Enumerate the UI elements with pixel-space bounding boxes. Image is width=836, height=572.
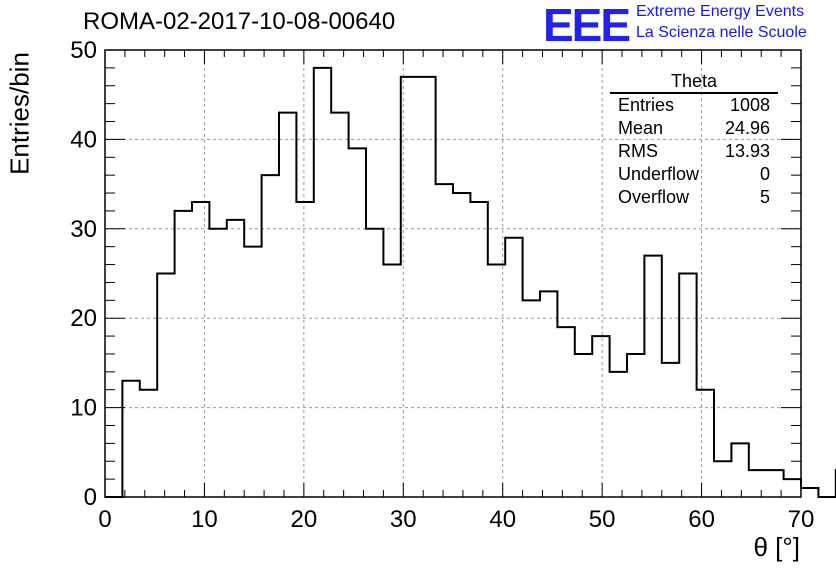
- y-tick-label: 30: [70, 216, 97, 243]
- stats-value: 1008: [729, 95, 770, 115]
- y-tick-label: 40: [70, 126, 97, 153]
- stats-row-underflow: Underflow 0: [610, 163, 778, 186]
- histogram-bin: [244, 247, 261, 497]
- stats-label: Underflow: [618, 164, 700, 184]
- x-tick-label: 40: [489, 506, 516, 533]
- histogram-bin: [627, 354, 644, 497]
- histogram-bin: [610, 372, 627, 497]
- histogram-series: [105, 66, 836, 498]
- histogram-bin: [731, 443, 748, 497]
- histogram-bin: [714, 461, 731, 497]
- x-tick-label: 70: [788, 506, 815, 533]
- x-tick-label: 30: [390, 506, 417, 533]
- y-tick-label: 20: [70, 305, 97, 332]
- x-tick-label: 50: [589, 506, 616, 533]
- plot-frame: [104, 49, 802, 498]
- histogram-bin: [644, 256, 661, 497]
- stats-row-rms: RMS 13.93: [610, 140, 778, 163]
- histogram-bin: [418, 77, 435, 497]
- histogram-bin: [540, 291, 557, 497]
- y-axis-label: Entries/bin: [4, 52, 35, 175]
- histogram-bin: [592, 336, 609, 497]
- stats-value: 24.96: [724, 118, 770, 138]
- stats-value: 13.93: [724, 141, 770, 161]
- histogram-bin: [175, 211, 192, 497]
- histogram-bin: [366, 229, 383, 497]
- histogram-bin: [436, 184, 453, 497]
- stats-row-entries: Entries 1008: [610, 94, 778, 117]
- histogram-bin: [262, 175, 279, 497]
- histogram-bin: [383, 265, 400, 497]
- histogram-bin: [749, 470, 766, 497]
- histogram-bin: [279, 113, 296, 497]
- histogram-bin: [662, 363, 679, 497]
- stats-box: Theta Entries 1008 Mean 24.96 RMS 13.93 …: [610, 70, 778, 209]
- histogram-bin: [697, 390, 714, 497]
- x-tick-label: 10: [191, 506, 218, 533]
- x-tick-label: 20: [291, 506, 318, 533]
- stats-label: Overflow: [618, 187, 690, 207]
- stats-row-overflow: Overflow 5: [610, 186, 778, 209]
- plot-title: ROMA-02-2017-10-08-00640: [83, 8, 396, 35]
- histogram-bin: [140, 390, 157, 497]
- x-tick-label: 0: [98, 506, 111, 533]
- histogram-bin: [331, 113, 348, 497]
- stats-value: 0: [759, 164, 770, 184]
- histogram-bin: [470, 202, 487, 497]
- x-axis-label: θ [°]: [753, 532, 800, 562]
- y-tick-label: 10: [70, 395, 97, 422]
- histogram-bin: [122, 381, 139, 497]
- histogram-bin: [523, 300, 540, 497]
- histogram-bin: [157, 274, 174, 498]
- histogram-bin: [314, 68, 331, 497]
- stats-row-mean: Mean 24.96: [610, 117, 778, 140]
- histogram-bin: [209, 229, 226, 497]
- logo-subtitle-1: Extreme Energy Events: [636, 3, 805, 20]
- histogram-bin: [557, 327, 574, 497]
- stats-value: 5: [759, 187, 770, 207]
- histogram-bin: [349, 148, 366, 497]
- stats-label: Entries: [618, 95, 675, 115]
- eee-logo: EEE: [543, 0, 631, 51]
- x-tick-label: 60: [688, 506, 715, 533]
- histogram-bin: [505, 238, 522, 497]
- y-tick-label: 50: [70, 37, 97, 64]
- stats-label: RMS: [618, 141, 658, 161]
- y-tick-label: 0: [84, 484, 97, 511]
- histogram-bin: [679, 274, 696, 498]
- histogram-bin: [192, 202, 209, 497]
- logo-subtitle-2: La Scienza nelle Scuole: [636, 24, 807, 41]
- stats-title: Theta: [610, 70, 778, 94]
- histogram-bin: [296, 202, 313, 497]
- histogram-bin: [784, 479, 801, 497]
- stats-label: Mean: [618, 118, 664, 138]
- histogram-bin: [575, 354, 592, 497]
- histogram-bin: [453, 193, 470, 497]
- histogram-bin: [801, 488, 818, 497]
- histogram-bin: [227, 220, 244, 497]
